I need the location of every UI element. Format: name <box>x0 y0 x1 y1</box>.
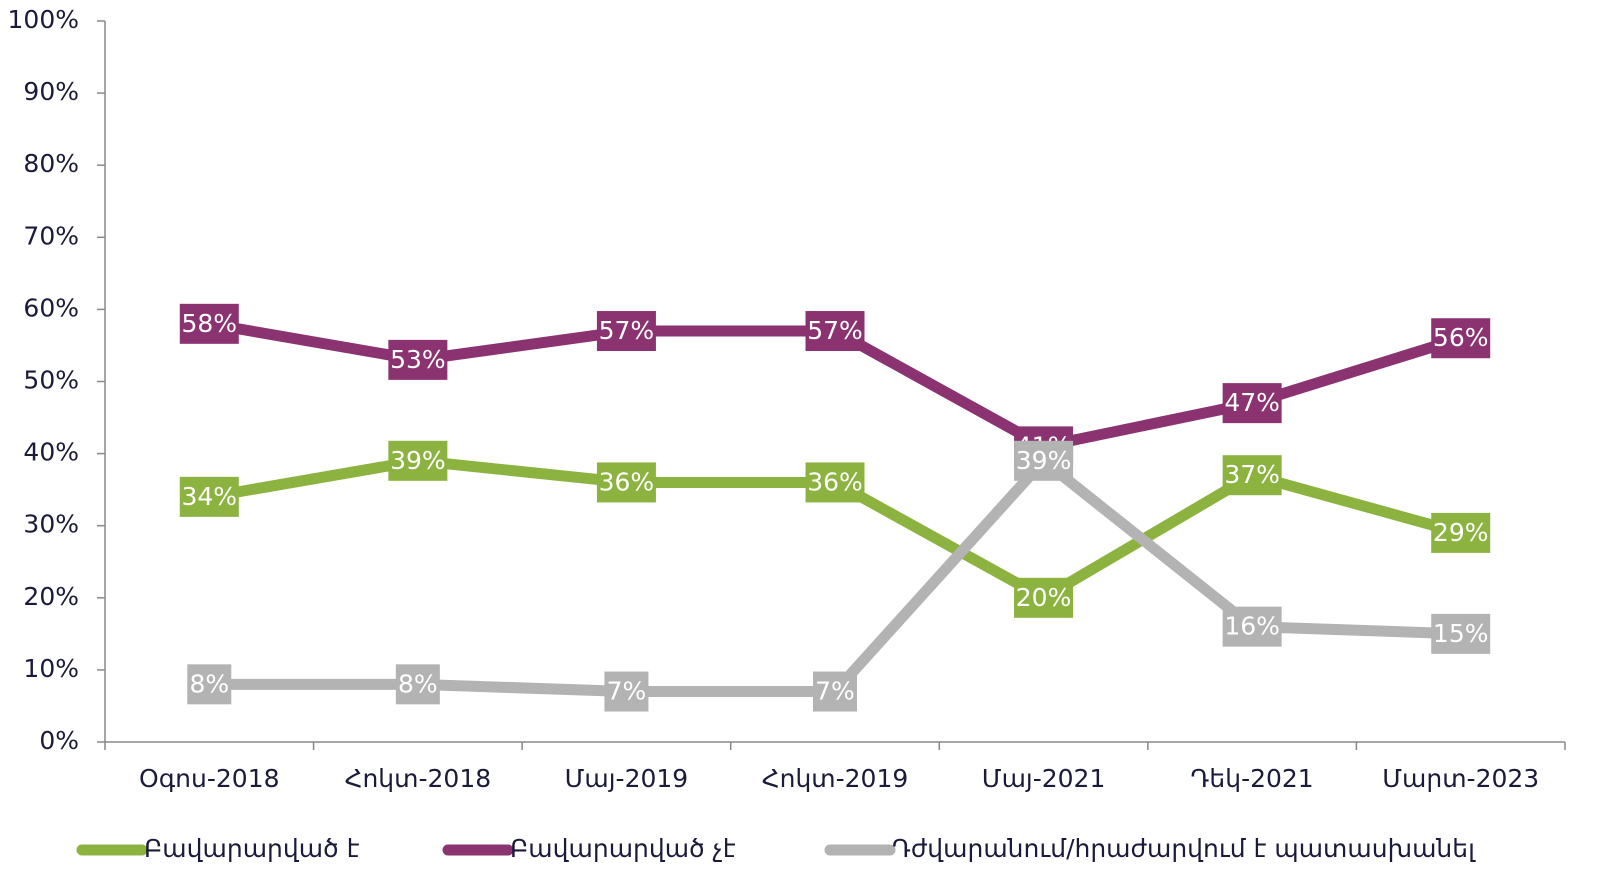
value-label: 58% <box>179 303 239 344</box>
value-label-box <box>179 476 239 517</box>
value-label: 37% <box>1222 455 1282 496</box>
legend-label: Բավարարված է <box>144 834 360 863</box>
value-label-text: 39% <box>1016 446 1072 475</box>
value-label-text: 57% <box>599 316 655 345</box>
y-tick-label: 30% <box>23 510 79 539</box>
x-tick-label: Հոկտ-2019 <box>762 764 909 793</box>
value-label: 47% <box>1222 383 1282 424</box>
x-tick-label: Մայ-2019 <box>565 764 689 793</box>
value-label-box <box>596 462 656 503</box>
value-label: 34% <box>179 476 239 517</box>
x-tick-label: Մայ-2021 <box>982 764 1106 793</box>
value-label-text: 37% <box>1224 460 1280 489</box>
value-label-text: 34% <box>181 482 237 511</box>
value-label: 16% <box>1222 606 1282 647</box>
value-label-box <box>179 303 239 344</box>
y-tick-label: 10% <box>23 654 79 683</box>
value-label-box <box>805 311 865 352</box>
value-label-box <box>813 671 857 712</box>
y-tick-label: 60% <box>23 293 79 322</box>
value-label: 57% <box>596 311 656 352</box>
value-label-box <box>596 311 656 352</box>
value-label-text: 57% <box>807 316 863 345</box>
value-label-box <box>1431 512 1491 553</box>
value-label-text: 47% <box>1224 388 1280 417</box>
value-label-text: 20% <box>1016 583 1072 612</box>
value-label-text: 36% <box>807 467 863 496</box>
value-label-box <box>604 671 649 712</box>
value-label-box <box>805 462 865 503</box>
value-label-text: 16% <box>1224 612 1280 641</box>
value-label: 8% <box>187 664 232 705</box>
value-label-box <box>1014 577 1074 618</box>
value-label-text: 7% <box>815 677 855 706</box>
value-label-text: 58% <box>181 309 237 338</box>
value-label-text: 29% <box>1433 518 1489 547</box>
value-label-box <box>388 339 448 380</box>
value-label-box <box>1222 383 1282 424</box>
value-label-text: 39% <box>390 446 446 475</box>
x-tick-label: Հոկտ-2018 <box>345 764 492 793</box>
y-tick-label: 20% <box>23 582 79 611</box>
y-tick-label: 100% <box>8 5 79 34</box>
value-label-box <box>395 664 440 705</box>
value-label: 39% <box>388 440 448 481</box>
x-tick-label: Օգոս-2018 <box>139 764 279 793</box>
x-tick-label: Մարտ-2023 <box>1382 764 1539 793</box>
value-label: 29% <box>1431 512 1491 553</box>
value-label: 57% <box>805 311 865 352</box>
legend-label: Բավարարված չէ <box>510 834 736 863</box>
value-label-box <box>1014 440 1074 481</box>
value-label-text: 7% <box>607 677 647 706</box>
x-tick-label: Դեկ-2021 <box>1191 764 1314 793</box>
y-tick-label: 40% <box>23 438 79 467</box>
value-label-box <box>1222 606 1282 647</box>
y-tick-label: 70% <box>23 221 79 250</box>
value-label: 53% <box>388 339 448 380</box>
value-label-text: 8% <box>189 669 229 698</box>
y-tick-label: 80% <box>23 149 79 178</box>
y-tick-label: 0% <box>39 726 79 755</box>
value-label: 39% <box>1014 440 1074 481</box>
value-label: 36% <box>805 462 865 503</box>
value-label-text: 36% <box>599 467 655 496</box>
value-label-text: 56% <box>1433 323 1489 352</box>
value-label: 7% <box>604 671 649 712</box>
value-label: 56% <box>1431 318 1491 359</box>
value-label: 20% <box>1014 577 1074 618</box>
value-label-text: 8% <box>398 669 438 698</box>
legend-label: Դժվարանում/հրաժարվում է պատասխանել <box>892 834 1476 863</box>
value-label: 15% <box>1431 613 1491 654</box>
value-label-text: 53% <box>390 345 446 374</box>
y-tick-label: 90% <box>23 77 79 106</box>
value-label: 8% <box>395 664 440 705</box>
value-label-box <box>1222 455 1282 496</box>
value-label: 36% <box>596 462 656 503</box>
value-label-text: 15% <box>1433 619 1489 648</box>
value-label-box <box>1431 613 1491 654</box>
value-label-box <box>187 664 232 705</box>
value-label-box <box>1431 318 1491 359</box>
value-label-box <box>388 440 448 481</box>
value-label: 7% <box>813 671 857 712</box>
y-tick-label: 50% <box>23 366 79 395</box>
